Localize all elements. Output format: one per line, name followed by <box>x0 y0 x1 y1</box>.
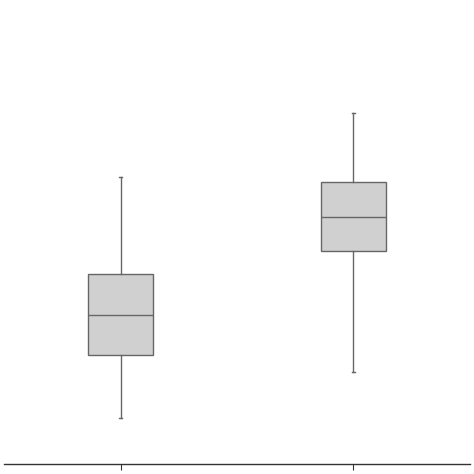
PathPatch shape <box>321 182 386 252</box>
PathPatch shape <box>88 274 153 355</box>
